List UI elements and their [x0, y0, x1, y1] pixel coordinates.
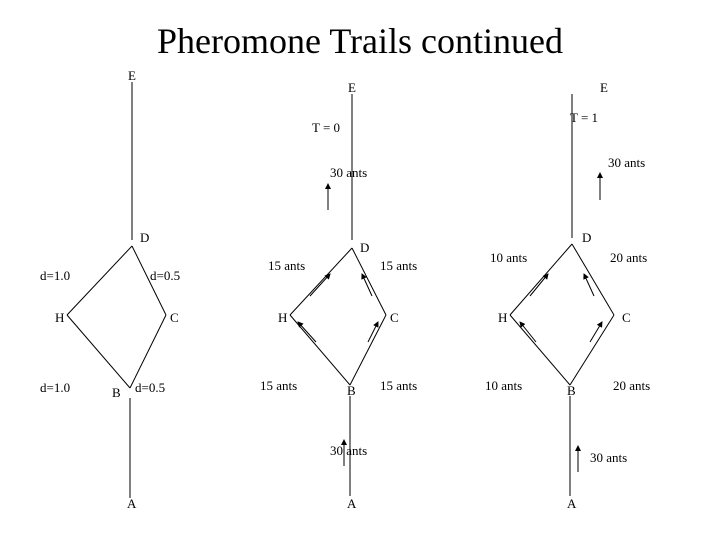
edge-line [67, 315, 130, 388]
right-D-label: D [582, 230, 591, 246]
right-ants-ll: 10 ants [485, 378, 522, 394]
edge-line [67, 246, 132, 315]
edge-line [570, 315, 614, 385]
left-C-label: C [170, 310, 179, 326]
arrow [310, 274, 330, 296]
mid-H-label: H [278, 310, 287, 326]
edge-line [510, 315, 570, 385]
page-title: Pheromone Trails continued [0, 20, 720, 62]
mid-D-label: D [360, 240, 369, 256]
left-D-label: D [140, 230, 149, 246]
left-dist-right-2: d=0.5 [135, 380, 165, 396]
left-dist-left-2: d=1.0 [40, 380, 70, 396]
edge-line [572, 244, 614, 315]
right-C-label: C [622, 310, 631, 326]
arrow [298, 322, 316, 342]
mid-ants-bot: 30 ants [330, 443, 367, 459]
right-ants-bot: 30 ants [590, 450, 627, 466]
right-ants-ul: 10 ants [490, 250, 527, 266]
right-A-label: A [567, 496, 576, 512]
arrow [530, 274, 548, 296]
right-ants-top: 30 ants [608, 155, 645, 171]
mid-ants-ul: 15 ants [268, 258, 305, 274]
edge-line [130, 315, 166, 388]
mid-B-label: B [347, 383, 356, 399]
mid-ants-lr: 15 ants [380, 378, 417, 394]
mid-E-label: E [348, 80, 356, 96]
left-A-label: A [127, 496, 136, 512]
right-H-label: H [498, 310, 507, 326]
right-T-label: T = 1 [570, 110, 598, 126]
right-ants-ur: 20 ants [610, 250, 647, 266]
arrow [584, 274, 594, 296]
edge-line [290, 315, 350, 385]
right-B-label: B [567, 383, 576, 399]
mid-ants-top: 30 ants [330, 165, 367, 181]
left-dist-right: d=0.5 [150, 268, 180, 284]
right-ants-lr: 20 ants [613, 378, 650, 394]
mid-A-label: A [347, 496, 356, 512]
arrow [590, 322, 602, 342]
left-E-label: E [128, 68, 136, 84]
right-E-label: E [600, 80, 608, 96]
mid-T-label: T = 0 [312, 120, 340, 136]
mid-ants-ll: 15 ants [260, 378, 297, 394]
left-dist-left: d=1.0 [40, 268, 70, 284]
arrow [368, 322, 378, 342]
edge-line [350, 315, 386, 385]
mid-ants-ur: 15 ants [380, 258, 417, 274]
left-B-label: B [112, 385, 121, 401]
mid-C-label: C [390, 310, 399, 326]
left-H-label: H [55, 310, 64, 326]
arrow [520, 322, 536, 342]
